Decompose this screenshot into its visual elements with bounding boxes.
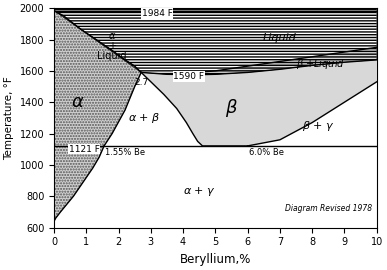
- Text: $\beta$ + $\gamma$: $\beta$ + $\gamma$: [302, 119, 335, 133]
- Polygon shape: [54, 11, 141, 72]
- Text: Diagram Revised 1978: Diagram Revised 1978: [285, 204, 372, 213]
- Text: $\beta$: $\beta$: [225, 97, 238, 119]
- X-axis label: Beryllium,%: Beryllium,%: [180, 253, 251, 266]
- Text: 1984 F: 1984 F: [142, 9, 173, 18]
- Text: $\alpha$: $\alpha$: [72, 93, 85, 111]
- Text: 1.55% Be: 1.55% Be: [105, 148, 145, 157]
- Text: 6.0% Be: 6.0% Be: [249, 148, 284, 157]
- Polygon shape: [141, 47, 377, 146]
- Text: 1121 F: 1121 F: [68, 145, 99, 154]
- Text: 1590 F: 1590 F: [173, 72, 204, 81]
- Y-axis label: Temperature, °F: Temperature, °F: [4, 76, 14, 160]
- Polygon shape: [54, 8, 141, 221]
- Text: $\beta$ +Liquid: $\beta$ +Liquid: [296, 57, 345, 71]
- Text: $\alpha$ + $\gamma$: $\alpha$ + $\gamma$: [183, 185, 216, 198]
- Text: 2.7: 2.7: [134, 78, 148, 87]
- Polygon shape: [54, 8, 377, 75]
- Text: Liquid: Liquid: [263, 33, 297, 43]
- Text: $\alpha$
+
Liquid: $\alpha$ + Liquid: [98, 31, 127, 61]
- Text: $\alpha$ + $\beta$: $\alpha$ + $\beta$: [128, 111, 161, 125]
